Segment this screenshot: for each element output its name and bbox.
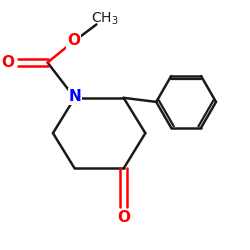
Text: N: N — [68, 89, 81, 104]
Text: O: O — [67, 33, 80, 48]
Text: O: O — [2, 55, 15, 70]
Text: CH$_3$: CH$_3$ — [91, 11, 118, 27]
Text: O: O — [117, 210, 130, 225]
